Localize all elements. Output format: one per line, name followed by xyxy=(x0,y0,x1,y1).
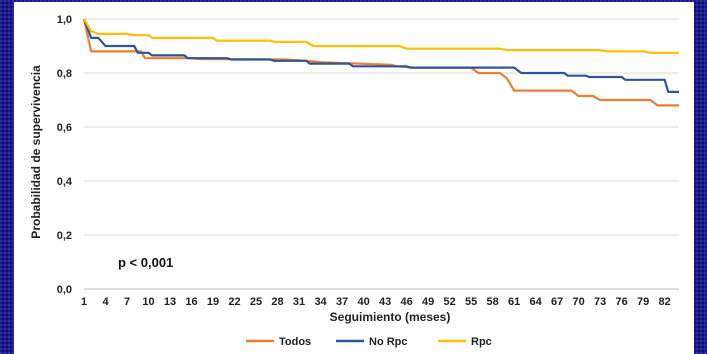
legend-label: Todos xyxy=(279,336,311,348)
x-tick-label: 19 xyxy=(207,296,219,308)
x-tick-label: 61 xyxy=(508,296,520,308)
x-tick-label: 31 xyxy=(293,296,305,308)
survival-chart: 0,0 0,2 0,4 0,6 0,8 1,0 1 4 7 10 13 16 19 22 25 28 31 34 3… xyxy=(29,14,679,348)
x-tick-label: 43 xyxy=(379,296,391,308)
x-tick-label: 37 xyxy=(336,296,348,308)
x-tick-label: 55 xyxy=(465,296,477,308)
x-tick-label: 34 xyxy=(314,296,327,308)
legend: Todos No Rpc Rpc xyxy=(246,336,492,348)
y-tick-label: 0,8 xyxy=(57,68,72,80)
x-tick-label: 76 xyxy=(616,296,628,308)
x-tick-label: 64 xyxy=(530,296,543,308)
x-tick-label: 46 xyxy=(400,296,412,308)
x-axis-title: Seguimiento (meses) xyxy=(330,310,451,324)
legend-label: No Rpc xyxy=(369,336,408,348)
grid xyxy=(84,18,679,236)
y-tick-label: 0,0 xyxy=(57,284,72,296)
x-tick-label: 67 xyxy=(551,296,563,308)
p-value-annotation: p < 0,001 xyxy=(118,255,173,270)
y-axis-title: Probabilidad de supervivencia xyxy=(29,65,43,239)
x-tick-label: 16 xyxy=(185,296,197,308)
y-tick-label: 0,6 xyxy=(57,122,72,134)
x-tick-label: 82 xyxy=(659,296,671,308)
y-tick-label: 0,2 xyxy=(57,230,72,242)
x-tick-label: 49 xyxy=(422,296,434,308)
x-tick-label: 10 xyxy=(142,296,154,308)
series-line-rpc xyxy=(83,18,679,54)
x-tick-label: 40 xyxy=(357,296,369,308)
x-tick-label: 70 xyxy=(573,296,585,308)
x-tick-label: 28 xyxy=(271,296,283,308)
x-tick-label: 79 xyxy=(637,296,649,308)
y-tick-label: 0,4 xyxy=(57,176,73,188)
x-tick-label: 1 xyxy=(81,296,87,308)
y-tick-label: 1,0 xyxy=(57,14,72,26)
x-tick-label: 25 xyxy=(250,296,262,308)
series-lines xyxy=(82,18,679,107)
axes: 0,0 0,2 0,4 0,6 0,8 1,0 1 4 7 10 13 16 19 22 25 28 31 34 3… xyxy=(57,14,679,308)
x-tick-label: 7 xyxy=(124,296,130,308)
x-tick-label: 52 xyxy=(443,296,455,308)
x-tick-label: 73 xyxy=(594,296,606,308)
x-tick-label: 58 xyxy=(486,296,498,308)
x-tick-label: 13 xyxy=(164,296,176,308)
x-tick-label: 4 xyxy=(102,296,109,308)
x-tick-label: 22 xyxy=(228,296,240,308)
series-line-no-rpc xyxy=(82,18,679,94)
series-line-todos xyxy=(82,18,679,107)
legend-label: Rpc xyxy=(471,336,492,348)
chart-card: 0,0 0,2 0,4 0,6 0,8 1,0 1 4 7 10 13 16 19 22 25 28 31 34 3… xyxy=(14,2,694,354)
